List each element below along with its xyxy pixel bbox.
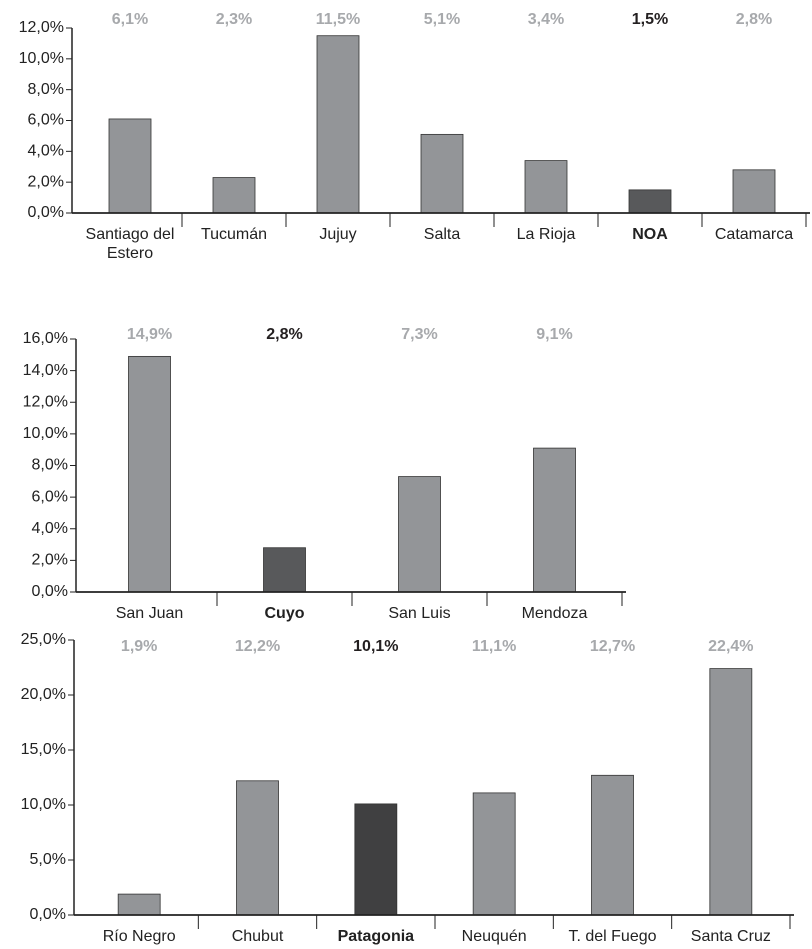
y-tick-label: 8,0%	[32, 457, 68, 474]
bar	[420, 133, 464, 214]
x-tick-label: Tucumán	[200, 226, 268, 243]
y-tick-label: 25,0%	[21, 631, 66, 648]
x-tick-label: Cuyo	[264, 605, 305, 622]
value-label: 14,9%	[127, 326, 172, 343]
y-tick-label: 5,0%	[30, 851, 66, 868]
value-label: 22,4%	[708, 638, 753, 655]
bar	[236, 780, 279, 916]
bar	[263, 547, 306, 593]
value-label: 3,4%	[528, 11, 564, 28]
y-tick-label: 0,0%	[32, 583, 68, 600]
value-label: 12,2%	[235, 638, 280, 655]
bar	[398, 476, 441, 593]
bar	[212, 177, 256, 214]
x-tick-label: Salta	[423, 226, 461, 243]
value-label: 2,3%	[216, 11, 252, 28]
y-tick-label: 12,0%	[23, 393, 68, 410]
bar	[533, 447, 576, 593]
y-tick-label: 2,0%	[32, 552, 68, 569]
y-tick-label: 12,0%	[19, 19, 64, 36]
bar	[709, 668, 753, 916]
y-tick-label: 15,0%	[21, 741, 66, 758]
bar	[117, 893, 161, 916]
x-tick-label: Mendoza	[521, 605, 588, 622]
y-tick-label: 10,0%	[21, 796, 66, 813]
value-label: 7,3%	[401, 326, 437, 343]
x-tick-label: Río Negro	[102, 928, 176, 945]
value-label: 11,1%	[472, 638, 516, 655]
bar	[354, 803, 398, 916]
x-tick-label: Catamarca	[714, 226, 794, 243]
y-tick-label: 2,0%	[28, 173, 64, 190]
y-tick-label: 0,0%	[28, 204, 64, 221]
x-tick-label: NOA	[632, 226, 668, 243]
value-label: 11,5%	[316, 11, 360, 28]
value-label: 2,8%	[266, 326, 302, 343]
bar	[628, 189, 672, 214]
y-tick-label: 10,0%	[23, 425, 68, 442]
bar	[524, 160, 568, 214]
y-tick-label: 8,0%	[28, 81, 64, 98]
x-tick-label: Jujuy	[319, 226, 357, 243]
bar	[591, 774, 634, 916]
value-label: 1,5%	[632, 11, 668, 28]
bar	[732, 169, 776, 214]
value-label: 12,7%	[590, 638, 635, 655]
value-label: 9,1%	[536, 326, 572, 343]
y-tick-label: 6,0%	[28, 112, 64, 129]
value-label: 10,1%	[353, 638, 398, 655]
bar	[128, 355, 171, 593]
y-tick-label: 0,0%	[30, 906, 66, 923]
x-tick-label: San Juan	[115, 605, 184, 622]
bar	[108, 118, 152, 214]
x-tick-label: Santiago del Estero	[85, 226, 175, 262]
y-tick-label: 4,0%	[28, 143, 64, 160]
y-tick-label: 16,0%	[23, 330, 68, 347]
x-tick-label: San Luis	[388, 605, 451, 622]
value-label: 5,1%	[424, 11, 460, 28]
value-label: 6,1%	[112, 11, 148, 28]
x-tick-label: Patagonia	[337, 928, 415, 945]
x-tick-label: La Rioja	[516, 226, 576, 243]
bar	[472, 792, 516, 916]
value-label: 2,8%	[736, 11, 772, 28]
x-tick-label: Chubut	[231, 928, 284, 945]
y-tick-label: 4,0%	[32, 520, 68, 537]
x-tick-label: Neuquén	[461, 928, 527, 945]
x-tick-label: Santa Cruz	[690, 928, 771, 945]
y-tick-label: 10,0%	[19, 50, 64, 67]
bar	[316, 35, 360, 214]
y-tick-label: 20,0%	[21, 686, 66, 703]
y-tick-label: 14,0%	[23, 362, 68, 379]
y-tick-label: 6,0%	[32, 488, 68, 505]
value-label: 1,9%	[121, 638, 157, 655]
x-tick-label: T. del Fuego	[568, 928, 657, 945]
